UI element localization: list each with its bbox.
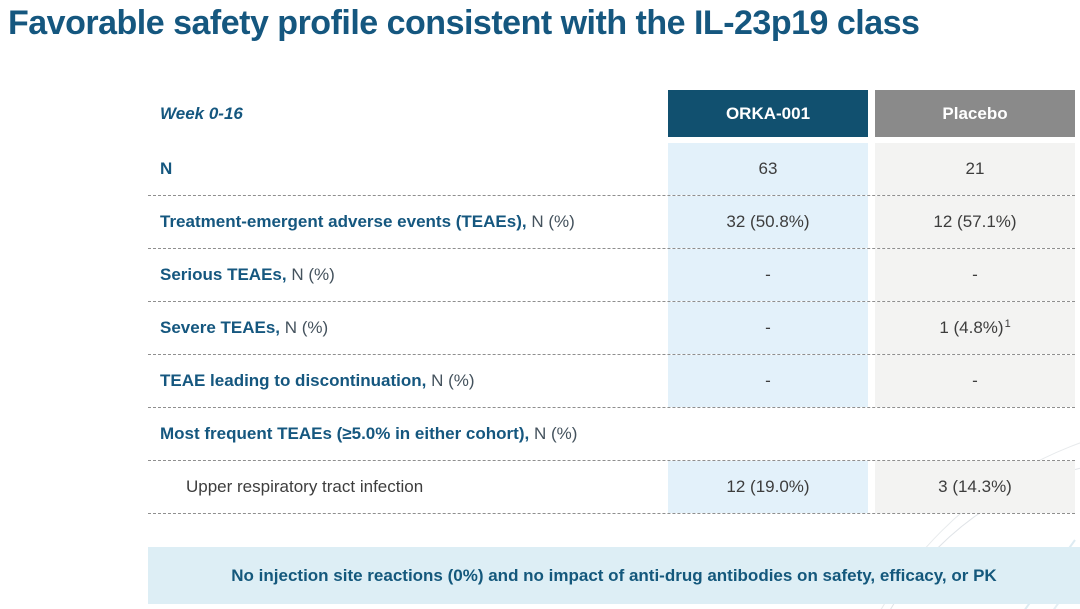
table-row-teae-discontinuation: TEAE leading to discontinuation, N (%) -… bbox=[148, 355, 1075, 408]
column-header-orka-001: ORKA-001 bbox=[668, 90, 868, 137]
summary-banner-text: No injection site reactions (0%) and no … bbox=[231, 565, 997, 585]
row-label: Treatment-emergent adverse events (TEAEs… bbox=[148, 196, 668, 248]
row-label-rest: N (%) bbox=[426, 371, 475, 390]
row-label-bold: N bbox=[160, 159, 173, 178]
value-placebo: 21 bbox=[875, 143, 1075, 195]
row-label-bold: Severe TEAEs, bbox=[160, 318, 281, 337]
column-gap bbox=[868, 90, 875, 137]
table-row-serious-teaes: Serious TEAEs, N (%) - - bbox=[148, 249, 1075, 302]
safety-table: Week 0-16 ORKA-001 Placebo N 63 21 Treat… bbox=[148, 90, 1075, 514]
value-placebo: - bbox=[875, 249, 1075, 301]
row-label-rest: N (%) bbox=[526, 212, 575, 231]
row-label: Serious TEAEs, N (%) bbox=[148, 249, 668, 301]
table-row-most-frequent-teaes: Most frequent TEAEs (≥5.0% in either coh… bbox=[148, 408, 1075, 461]
row-label-bold: Serious TEAEs, bbox=[160, 265, 287, 284]
table-row-upper-respiratory: Upper respiratory tract infection 12 (19… bbox=[148, 461, 1075, 514]
value-orka: - bbox=[668, 302, 868, 354]
column-header-placebo: Placebo bbox=[875, 90, 1075, 137]
value-placebo-text: 1 (4.8%) bbox=[939, 318, 1004, 337]
row-label: Severe TEAEs, N (%) bbox=[148, 302, 668, 354]
value-placebo: - bbox=[875, 355, 1075, 407]
value-orka: 12 (19.0%) bbox=[668, 461, 868, 513]
value-orka: - bbox=[668, 249, 868, 301]
period-label: Week 0-16 bbox=[160, 103, 243, 123]
footnote-marker: 1 bbox=[1004, 317, 1011, 330]
value-placebo: 3 (14.3%) bbox=[875, 461, 1075, 513]
row-label-bold: Most frequent TEAEs (≥5.0% in either coh… bbox=[160, 424, 530, 443]
value-placebo: 1 (4.8%) 1 bbox=[875, 302, 1075, 354]
value-placebo bbox=[875, 408, 1075, 460]
row-label: Upper respiratory tract infection bbox=[148, 461, 668, 513]
row-label-rest: N (%) bbox=[280, 318, 329, 337]
table-row-teaes: Treatment-emergent adverse events (TEAEs… bbox=[148, 196, 1075, 249]
table-row-severe-teaes: Severe TEAEs, N (%) - 1 (4.8%) 1 bbox=[148, 302, 1075, 355]
value-placebo: 12 (57.1%) bbox=[875, 196, 1075, 248]
row-label-plain: Upper respiratory tract infection bbox=[186, 477, 424, 496]
row-label: N bbox=[148, 143, 668, 195]
value-orka: 32 (50.8%) bbox=[668, 196, 868, 248]
value-orka bbox=[668, 408, 868, 460]
table-header-row: Week 0-16 ORKA-001 Placebo bbox=[148, 90, 1075, 137]
row-label: Most frequent TEAEs (≥5.0% in either coh… bbox=[148, 408, 668, 460]
value-orka: - bbox=[668, 355, 868, 407]
row-label: TEAE leading to discontinuation, N (%) bbox=[148, 355, 668, 407]
summary-banner: No injection site reactions (0%) and no … bbox=[148, 547, 1080, 604]
value-orka: 63 bbox=[668, 143, 868, 195]
row-label-bold: TEAE leading to discontinuation, bbox=[160, 371, 427, 390]
row-label-rest: N (%) bbox=[286, 265, 335, 284]
row-label-rest: N (%) bbox=[529, 424, 578, 443]
table-row-n: N 63 21 bbox=[148, 143, 1075, 196]
row-label-bold: Treatment-emergent adverse events (TEAEs… bbox=[160, 212, 527, 231]
slide-title: Favorable safety profile consistent with… bbox=[8, 4, 920, 42]
